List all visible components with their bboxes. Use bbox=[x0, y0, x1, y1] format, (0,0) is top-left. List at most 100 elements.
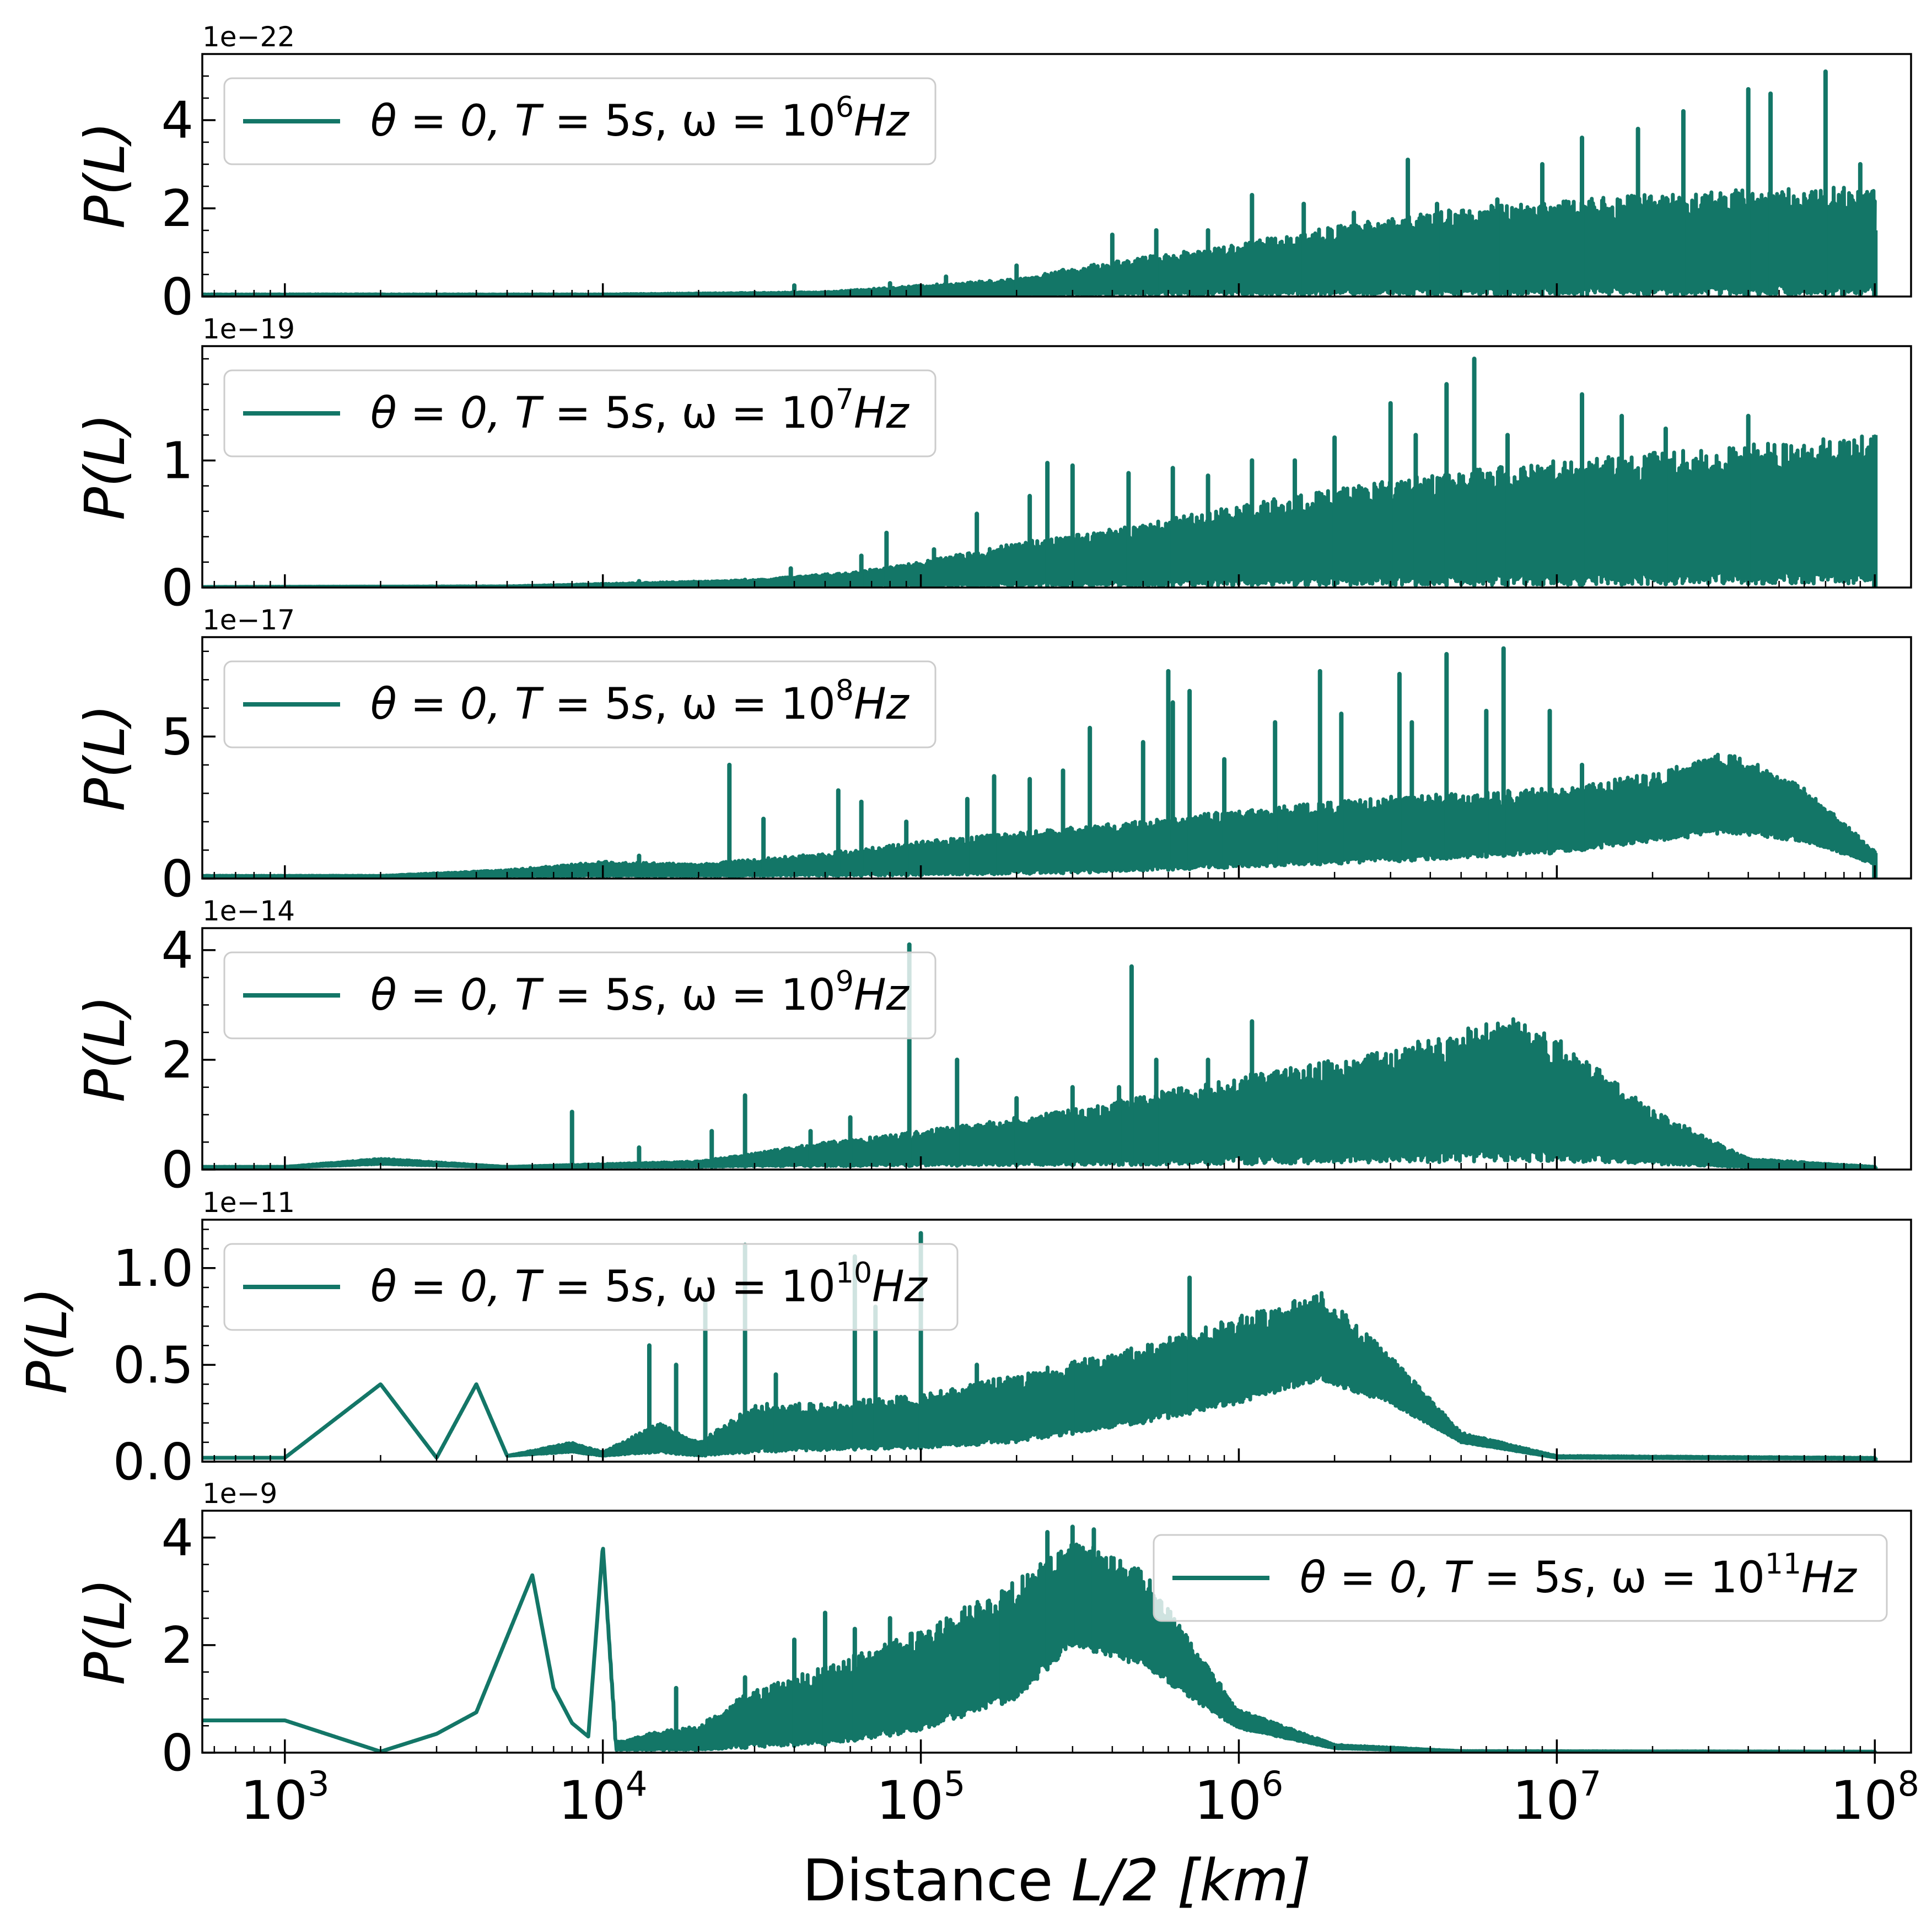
x-tick-exponent: 3 bbox=[308, 1764, 329, 1804]
x-tick-base: 10 bbox=[558, 1770, 626, 1831]
y-scale-label: 1e−9 bbox=[202, 1478, 277, 1510]
legend-T: T bbox=[515, 680, 544, 729]
y-axis-label: P(L) bbox=[73, 413, 137, 520]
x-tick-label: 106 bbox=[1194, 1764, 1284, 1831]
legend-theta: θ = 0, bbox=[370, 1262, 515, 1312]
legend-s: s bbox=[632, 389, 654, 438]
legend-theta: θ = 0, bbox=[370, 680, 515, 729]
legend-omega: , ω = 10 bbox=[654, 680, 836, 729]
legend-label: θ = 0, T = 5s, ω = 1011Hz bbox=[1300, 1548, 1858, 1603]
legend-box bbox=[223, 369, 937, 457]
y-tick-label: 0.5 bbox=[113, 1335, 193, 1394]
x-tick-label: 108 bbox=[1830, 1764, 1919, 1831]
legend: θ = 0, T = 5s, ω = 1011Hz bbox=[1153, 1534, 1888, 1622]
axes-frame bbox=[201, 636, 1912, 880]
legend-T-eq: = 5 bbox=[541, 96, 632, 146]
legend-omega: , ω = 10 bbox=[654, 96, 836, 146]
legend-exp: 6 bbox=[836, 91, 854, 124]
series-line bbox=[202, 752, 1877, 879]
y-tick-label: 2 bbox=[161, 1616, 193, 1675]
panel-1: 0 2 4 1e−22 P(L) θ = 0, T = 5s, ω = 106Hz bbox=[73, 21, 1912, 326]
y-axis-label-text: P(L) bbox=[73, 995, 137, 1102]
x-tick-exponent: 8 bbox=[1898, 1764, 1919, 1804]
axes-frame bbox=[201, 1219, 1912, 1463]
y-tick-label: 4 bbox=[161, 1508, 193, 1567]
y-axis-label: P(L) bbox=[73, 1578, 137, 1685]
legend-exp: 7 bbox=[836, 383, 854, 416]
legend-s: s bbox=[632, 96, 654, 146]
x-tick-base: 10 bbox=[240, 1770, 308, 1831]
legend-omega: , ω = 10 bbox=[654, 971, 836, 1020]
x-tick-exponent: 5 bbox=[944, 1764, 965, 1804]
legend-label: θ = 0, T = 5s, ω = 107Hz bbox=[370, 383, 910, 438]
legend-unit: Hz bbox=[854, 96, 910, 146]
series-line bbox=[202, 1017, 1877, 1170]
y-tick-label: 0 bbox=[161, 849, 193, 908]
legend-label: θ = 0, T = 5s, ω = 109Hz bbox=[370, 965, 910, 1020]
y-axis-label: P(L) bbox=[73, 704, 137, 811]
y-tick-label: 4 bbox=[161, 921, 193, 980]
legend-unit: Hz bbox=[854, 389, 910, 438]
legend-box bbox=[223, 77, 937, 165]
x-tick-base: 10 bbox=[1830, 1770, 1897, 1831]
y-axis-label-text: P(L) bbox=[73, 413, 137, 520]
x-tick-exponent: 6 bbox=[1262, 1764, 1283, 1804]
y-tick-label: 5 bbox=[161, 707, 193, 766]
panel-6: 0 2 4 1e−9 P(L) θ = 0, T = 5s, ω = 1011Hz bbox=[73, 1478, 1912, 1782]
y-axis-label-text: P(L) bbox=[73, 122, 137, 229]
series-line bbox=[202, 186, 1877, 297]
legend: θ = 0, T = 5s, ω = 107Hz bbox=[223, 369, 937, 457]
legend-theta: θ = 0, bbox=[1300, 1553, 1444, 1603]
legend-T: T bbox=[515, 389, 544, 438]
legend-T: T bbox=[1444, 1553, 1473, 1603]
y-tick-label: 2 bbox=[161, 179, 193, 238]
panel-5: 0.0 0.5 1.0 1e−11 P(L) θ = 0, T = 5s, ω = 101… bbox=[15, 1187, 1912, 1491]
legend: θ = 0, T = 5s, ω = 1010Hz bbox=[223, 1243, 959, 1331]
legend-omega: , ω = 10 bbox=[654, 1262, 836, 1312]
legend-T: T bbox=[515, 1262, 544, 1312]
legend-s: s bbox=[632, 971, 654, 1020]
legend-label: θ = 0, T = 5s, ω = 1010Hz bbox=[370, 1257, 928, 1312]
legend-box bbox=[223, 660, 937, 748]
series-line bbox=[202, 1291, 1877, 1461]
legend-exp: 11 bbox=[1765, 1548, 1801, 1581]
panel-2: 0 1 1e−19 P(L) θ = 0, T = 5s, ω = 107Hz bbox=[73, 313, 1912, 617]
x-tick-exponent: 4 bbox=[626, 1764, 647, 1804]
legend-unit: Hz bbox=[854, 971, 910, 1020]
legend: θ = 0, T = 5s, ω = 108Hz bbox=[223, 660, 937, 748]
y-axis-label-text: P(L) bbox=[15, 1287, 79, 1394]
y-tick-label: 1 bbox=[161, 431, 193, 490]
y-tick-label: 0 bbox=[161, 1140, 193, 1199]
legend-s: s bbox=[632, 1262, 654, 1312]
panel-3: 0 5 1e−17 P(L) θ = 0, T = 5s, ω = 108Hz bbox=[73, 604, 1912, 908]
y-scale-label: 1e−11 bbox=[202, 1187, 295, 1219]
y-tick-label: 0 bbox=[161, 1723, 193, 1782]
legend-unit: Hz bbox=[1801, 1553, 1858, 1603]
axes-frame bbox=[201, 1510, 1912, 1754]
x-tick-exponent: 7 bbox=[1580, 1764, 1601, 1804]
y-tick-label: 0 bbox=[161, 558, 193, 617]
legend-T-eq: = 5 bbox=[541, 389, 632, 438]
legend-T: T bbox=[515, 971, 544, 1020]
y-tick-label: 0 bbox=[161, 267, 193, 326]
legend: θ = 0, T = 5s, ω = 106Hz bbox=[223, 77, 937, 165]
legend-theta: θ = 0, bbox=[370, 389, 515, 438]
x-axis-label: Distance L/2 [km] bbox=[803, 1847, 1311, 1914]
x-tick-base: 10 bbox=[1513, 1770, 1580, 1831]
x-tick-label: 107 bbox=[1513, 1764, 1602, 1831]
series-line bbox=[202, 1542, 1877, 1753]
legend-T-eq: = 5 bbox=[1471, 1553, 1562, 1603]
y-axis-label: P(L) bbox=[73, 995, 137, 1102]
legend-label: θ = 0, T = 5s, ω = 108Hz bbox=[370, 674, 910, 729]
axes-frame bbox=[201, 345, 1912, 589]
legend-box bbox=[1153, 1534, 1888, 1622]
legend: θ = 0, T = 5s, ω = 109Hz bbox=[223, 951, 937, 1039]
legend-T-eq: = 5 bbox=[541, 680, 632, 729]
y-tick-label: 0.0 bbox=[113, 1432, 193, 1491]
axes-frame bbox=[201, 53, 1912, 298]
legend-s: s bbox=[632, 680, 654, 729]
x-tick-label: 104 bbox=[558, 1764, 648, 1831]
y-axis-label-text: P(L) bbox=[73, 704, 137, 811]
